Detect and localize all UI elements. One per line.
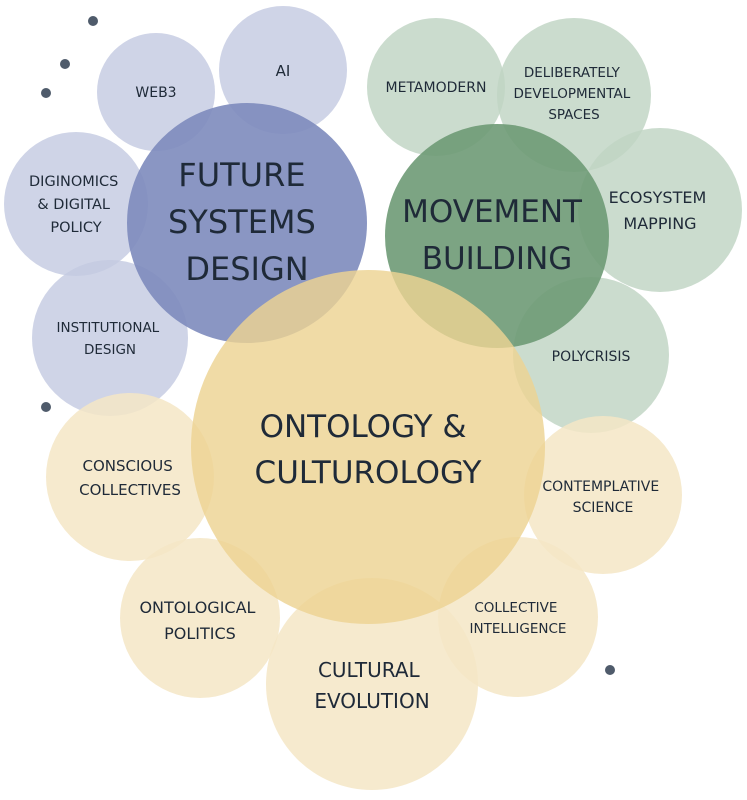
diginomics-bubble — [4, 132, 148, 276]
institutional-design-bubble — [32, 260, 188, 416]
ecosystem-mapping-bubble — [578, 128, 742, 292]
movement-building-title: MOVEMENT BUILDING — [402, 194, 592, 277]
metamodern-bubble — [367, 18, 505, 156]
deliberately-developmental-label: DELIBERATELY DEVELOPMENTAL SPACES — [513, 65, 634, 123]
ontological-politics-bubble — [120, 538, 280, 698]
ontological-politics-label: ONTOLOGICAL POLITICS — [139, 598, 260, 643]
decor-dot — [60, 59, 70, 69]
contemplative-science-label: CONTEMPLATIVE SCIENCE — [542, 479, 663, 516]
polycrisis-label: POLYCRISIS — [552, 349, 631, 365]
decor-dot — [88, 16, 98, 26]
institutional-design-label: INSTITUTIONAL DESIGN — [56, 320, 163, 358]
ontology-culturology-bubble — [191, 270, 545, 624]
ecosystem-mapping-label: ECOSYSTEM MAPPING — [609, 188, 712, 233]
collective-intelligence-label: COLLECTIVE INTELLIGENCE — [470, 600, 567, 637]
decor-dot — [41, 402, 51, 412]
cultural-evolution-label: CULTURAL EVOLUTION — [314, 658, 429, 713]
cultural-evolution-bubble — [266, 578, 478, 790]
metamodern-label: METAMODERN — [386, 80, 487, 96]
future-systems-design-title: FUTURE SYSTEMS DESIGN — [168, 156, 326, 288]
conscious-collectives-bubble — [46, 393, 214, 561]
ai-label: AI — [276, 62, 291, 80]
ontology-culturology-title: ONTOLOGY & CULTUROLOGY — [255, 409, 482, 491]
decor-dot — [605, 665, 615, 675]
conscious-collectives-label: CONSCIOUS COLLECTIVES — [79, 457, 181, 499]
decor-dot — [41, 88, 51, 98]
diginomics-label: DIGINOMICS & DIGITAL POLICY — [29, 174, 123, 236]
web3-label: WEB3 — [135, 85, 176, 101]
contemplative-science-bubble — [524, 416, 682, 574]
ai-bubble — [219, 6, 347, 134]
